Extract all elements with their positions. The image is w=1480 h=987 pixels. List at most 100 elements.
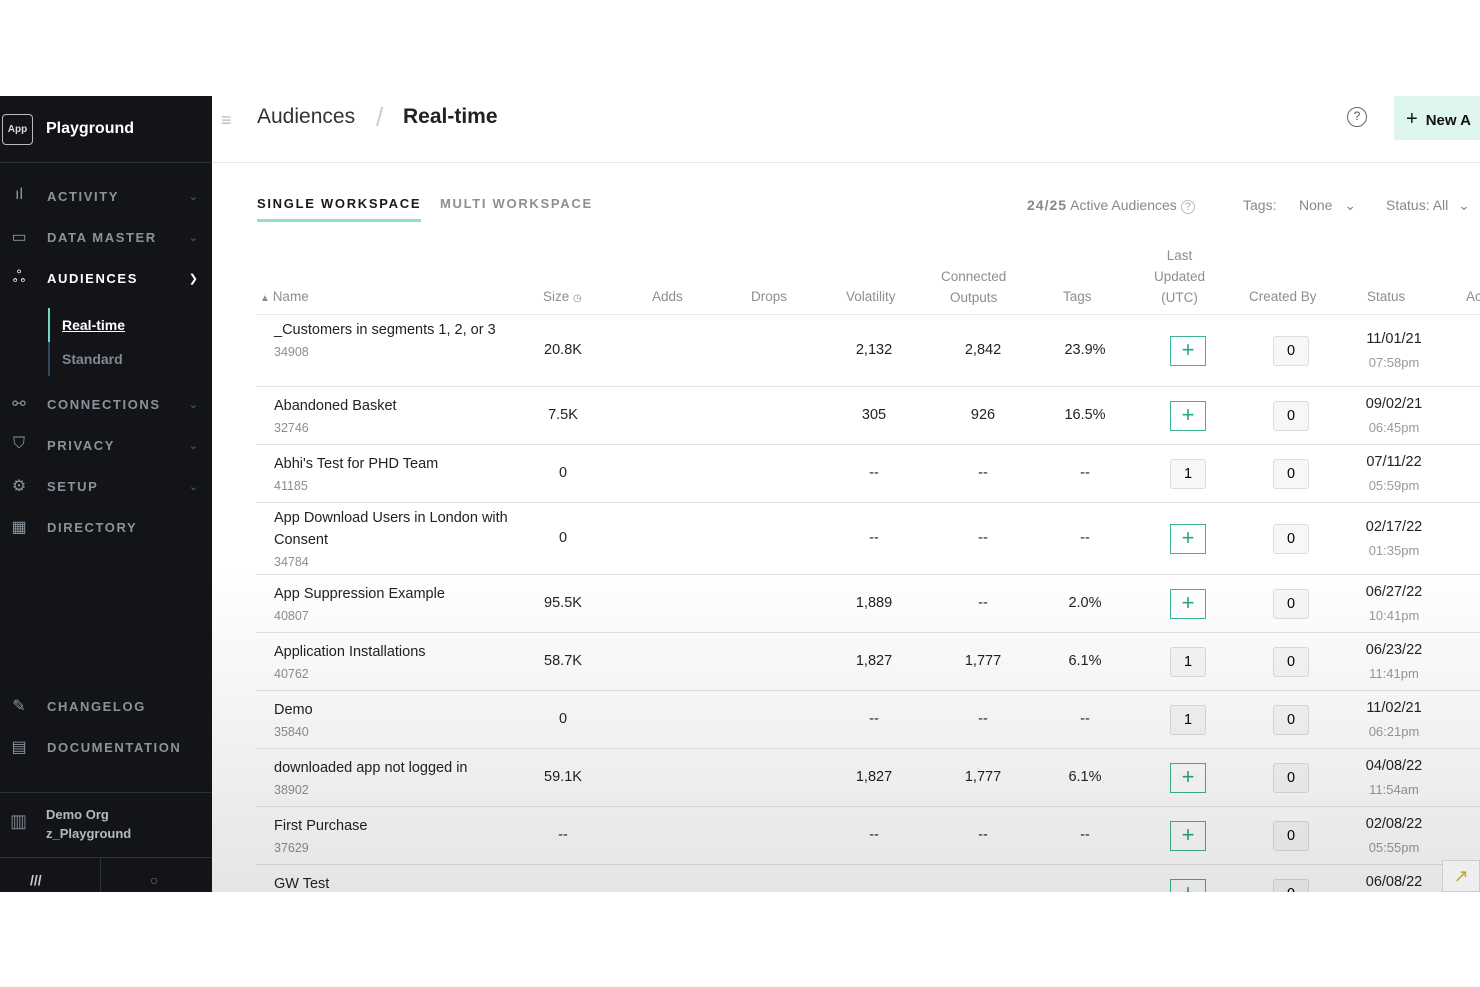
audience-name[interactable]: Demo 35840 [274,699,514,743]
audience-name[interactable]: _Customers in segments 1, 2, or 3 34908 [274,319,514,363]
add-output-button[interactable]: + [1170,763,1206,793]
column-header-outputs[interactable]: Connected Outputs [941,269,1007,305]
outputs-count[interactable]: 1 [1170,459,1206,489]
sidebar-item-directory[interactable]: ▦ DIRECTORY [0,507,212,547]
audience-name[interactable]: App Download Users in London with Consen… [274,507,514,573]
column-header-last-updated[interactable]: Last Updated (UTC) [1154,248,1206,305]
table-row[interactable]: First Purchase 37629 -- -- -- -- + 0 02/0… [256,807,1480,865]
new-audience-button[interactable]: + New A [1394,96,1480,140]
audience-name[interactable]: Application Installations 40762 [274,641,514,685]
column-header-size[interactable]: Size ◷ [543,289,582,304]
add-output-button[interactable]: + [1170,336,1206,366]
audience-name[interactable]: Abandoned Basket 32746 [274,395,514,439]
volatility-value: 6.1% [1068,653,1102,669]
audience-name[interactable]: Abhi's Test for PHD Team 41185 [274,453,514,497]
sidebar-item-data-master[interactable]: ▭ DATA MASTER ⌄ [0,217,212,257]
brand-mark-icon: /// [30,872,42,888]
audience-name[interactable]: downloaded app not logged in 38902 [274,757,514,801]
audience-name-text[interactable]: App Suppression Example [274,586,445,602]
sidebar-item-audiences[interactable]: ஃ AUDIENCES ❯ [0,258,212,298]
sidebar-item-privacy[interactable]: ⛉ PRIVACY ⌄ [0,425,212,465]
audience-name-text[interactable]: _Customers in segments 1, 2, or 3 [274,322,496,338]
tags-count[interactable]: 0 [1273,524,1309,554]
audience-name-text[interactable]: Application Installations [274,644,426,660]
add-output-button[interactable]: + [1170,821,1206,851]
audience-name-text[interactable]: downloaded app not logged in [274,760,468,776]
volatility-value: -- [1080,827,1090,843]
people-icon: ஃ [12,269,26,286]
table-row[interactable]: Application Installations 40762 58.7K 1,8… [256,633,1480,691]
table-row[interactable]: GW Test + 0 06/08/22 GW DRAFT [256,865,1480,892]
collapse-menu-icon[interactable]: ≡ [221,110,232,130]
breadcrumb-audiences[interactable]: Audiences [257,105,356,128]
sidebar-item-activity[interactable]: ıl ACTIVITY ⌄ [0,176,212,216]
add-output-button[interactable]: + [1170,879,1206,892]
sidebar-sub-realtime[interactable]: Real-time [48,308,198,342]
drops-value: 1,777 [964,769,1002,785]
add-output-button[interactable]: + [1170,524,1206,554]
last-updated: 02/17/22 01:35pm [1365,519,1423,558]
tags-count[interactable]: 0 [1273,589,1309,619]
add-output-button[interactable]: + [1170,401,1206,431]
sidebar-item-documentation[interactable]: ▤ DOCUMENTATION [0,727,212,767]
tags-count[interactable]: 0 [1273,705,1309,735]
audience-name-text[interactable]: Abandoned Basket [274,398,397,414]
volatility-value: 16.5% [1064,407,1106,423]
audience-name-text[interactable]: First Purchase [274,818,368,834]
tags-count[interactable]: 0 [1273,459,1309,489]
column-header-drops[interactable]: Drops [751,289,788,304]
help-icon[interactable]: ? [1347,107,1367,127]
sidebar-item-setup[interactable]: ⚙ SETUP ⌄ [0,466,212,506]
column-header-actions[interactable]: Ac [1466,289,1480,304]
outputs-count[interactable]: 1 [1170,647,1206,677]
column-header-created-by[interactable]: Created By [1249,289,1317,304]
table-row[interactable]: Abhi's Test for PHD Team 41185 0 -- -- --… [256,445,1480,503]
audience-name-text[interactable]: Abhi's Test for PHD Team [274,456,439,472]
column-header-adds[interactable]: Adds [652,289,683,304]
drops-value: -- [978,711,988,727]
last-updated: 06/23/22 11:41pm [1365,642,1423,681]
sidebar-item-connections[interactable]: ⚯ CONNECTIONS ⌄ [0,384,212,424]
breadcrumb-separator: / [376,102,384,132]
tags-count[interactable]: 0 [1273,647,1309,677]
audience-name[interactable]: App Suppression Example 40807 [274,583,514,627]
audience-name-text[interactable]: GW Test [274,876,330,892]
audience-name-text[interactable]: Demo [274,702,313,718]
table-row[interactable]: Demo 35840 0 -- -- -- 1 0 11/02/21 06:21pm… [256,691,1480,749]
audience-name[interactable]: First Purchase 37629 [274,815,514,859]
column-header-status[interactable]: Status [1367,289,1406,304]
tags-filter-value: None [1299,197,1333,213]
status-filter-dropdown[interactable]: Status: All ⌄ [1386,197,1470,214]
tags-filter-dropdown[interactable]: None ⌄ [1299,197,1356,214]
tags-count[interactable]: 0 [1273,401,1309,431]
audience-name-text[interactable]: App Download Users in London with Consen… [274,510,508,548]
sidebar-sub-standard[interactable]: Standard [48,342,198,376]
column-header-name[interactable]: ▲ Name [260,289,309,304]
column-header-volatility[interactable]: Volatility [846,289,896,304]
org-switcher[interactable]: ▥ Demo Org z_Playground [0,792,212,858]
size-value: 20.8K [544,342,582,358]
sidebar: App Playground ıl ACTIVITY ⌄ ▭ DATA MASTER ⌄ ஃ… [0,96,212,892]
size-value: -- [558,827,568,843]
audience-name[interactable]: GW Test [274,873,514,892]
tags-count[interactable]: 0 [1273,336,1309,366]
table-row[interactable]: App Download Users in London with Consen… [256,503,1480,575]
tags-count[interactable]: 0 [1273,821,1309,851]
add-output-button[interactable]: + [1170,589,1206,619]
tags-count[interactable]: 0 [1273,763,1309,793]
table-row[interactable]: Abandoned Basket 32746 7.5K 305 926 16.5%… [256,387,1480,445]
sidebar-item-changelog[interactable]: ✎ CHANGELOG [0,686,212,726]
column-header-tags[interactable]: Tags [1063,289,1092,304]
audience-id: 40807 [274,609,309,623]
table-row[interactable]: downloaded app not logged in 38902 59.1K … [256,749,1480,807]
workspace-switcher[interactable]: App Playground [0,96,212,163]
tab-single-workspace[interactable]: SINGLE WORKSPACE [257,196,422,222]
tab-multi-workspace[interactable]: MULTI WORKSPACE [440,196,593,211]
table-row[interactable]: App Suppression Example 40807 95.5K 1,889… [256,575,1480,633]
chevron-down-icon: ⌄ [1344,197,1357,213]
expand-arrow-icon[interactable]: ↗ [1442,860,1480,892]
tags-count[interactable]: 0 [1273,879,1309,892]
table-row[interactable]: _Customers in segments 1, 2, or 3 34908 2… [256,315,1480,387]
search-icon[interactable]: ○ [150,872,159,888]
outputs-count[interactable]: 1 [1170,705,1206,735]
